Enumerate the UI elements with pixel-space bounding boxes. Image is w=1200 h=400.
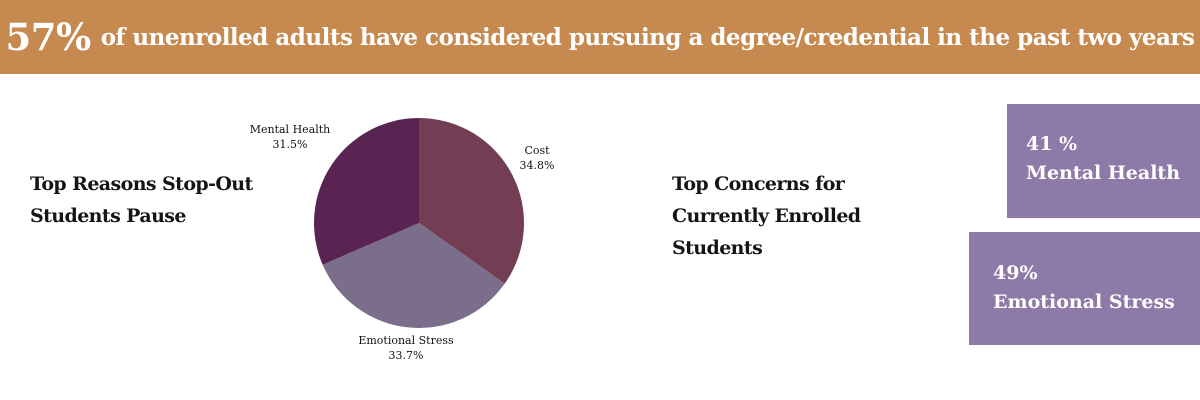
- reasons-heading-line: Top Reasons Stop-Out: [30, 173, 253, 195]
- emotional-stress-value: 49%: [993, 262, 1038, 284]
- concerns-heading-line: Students: [672, 237, 763, 259]
- headline-stat: 57%: [5, 15, 92, 59]
- emotional-stress-card: 49% Emotional Stress: [969, 232, 1200, 345]
- pie-slice-emotional-stress: [322, 223, 505, 329]
- mental-health-value: 41 %: [1026, 133, 1078, 155]
- pie-slice-label: Cost: [524, 144, 550, 157]
- reasons-heading-line: Students Pause: [30, 205, 186, 227]
- pie-slice-label: Emotional Stress: [358, 334, 454, 347]
- pie-slice-value: 34.8%: [520, 159, 555, 172]
- concerns-heading-line: Currently Enrolled: [672, 205, 861, 227]
- concerns-heading-line: Top Concerns for: [672, 173, 845, 195]
- pie-slice-cost: [419, 118, 525, 284]
- pie-slice-label: Mental Health: [250, 123, 331, 136]
- pie-slice-mental-health: [314, 118, 419, 265]
- reasons-heading: Top Reasons Stop-Out Students Pause: [30, 168, 253, 232]
- pie-slice-value: 31.5%: [273, 138, 308, 151]
- concerns-heading: Top Concerns for Currently Enrolled Stud…: [672, 168, 861, 264]
- pie-slice-value: 33.7%: [389, 349, 424, 362]
- mental-health-label: Mental Health: [1026, 162, 1181, 184]
- mental-health-card: 41 % Mental Health: [1007, 104, 1200, 218]
- headline-text: of unenrolled adults have considered pur…: [100, 23, 1195, 51]
- emotional-stress-label: Emotional Stress: [993, 291, 1175, 313]
- headline-banner: 57% of unenrolled adults have considered…: [0, 0, 1200, 74]
